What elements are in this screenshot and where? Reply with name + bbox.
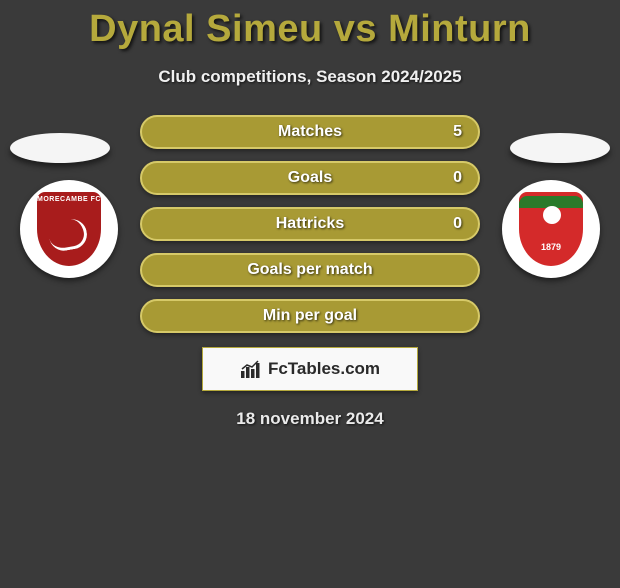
- shrimp-icon: [47, 217, 90, 253]
- stats-list: Matches 5 Goals 0 Hattricks 0 Goals per match M…: [140, 115, 480, 333]
- shield-icon: MORECAMBE FC: [35, 190, 103, 268]
- stat-label: Matches: [278, 123, 342, 141]
- brand-text: FcTables.com: [268, 359, 380, 379]
- page-title: Dynal Simeu vs Minturn: [0, 8, 620, 51]
- stat-pill: Goals 0: [140, 161, 480, 195]
- bars-icon: [240, 360, 262, 378]
- stat-value: 5: [453, 123, 462, 141]
- stat-value: 0: [453, 215, 462, 233]
- club-badge-right: 1879: [502, 180, 600, 278]
- shield-icon: 1879: [517, 190, 585, 268]
- player-avatar-left: [10, 133, 110, 163]
- stat-label: Goals: [288, 169, 332, 187]
- brand-box: FcTables.com: [202, 347, 418, 391]
- stat-pill: Goals per match: [140, 253, 480, 287]
- club-badge-left: MORECAMBE FC: [20, 180, 118, 278]
- player-avatar-right: [510, 133, 610, 163]
- badge-left-text: MORECAMBE FC: [37, 196, 101, 203]
- stat-value: 0: [453, 169, 462, 187]
- ball-icon: [543, 206, 561, 224]
- stat-pill: Matches 5: [140, 115, 480, 149]
- subtitle: Club competitions, Season 2024/2025: [0, 67, 620, 87]
- stat-pill: Hattricks 0: [140, 207, 480, 241]
- stat-label: Goals per match: [247, 261, 372, 279]
- stat-label: Min per goal: [263, 307, 357, 325]
- badge-right-year: 1879: [541, 242, 561, 252]
- stat-label: Hattricks: [276, 215, 344, 233]
- footer-date: 18 november 2024: [0, 409, 620, 429]
- stat-pill: Min per goal: [140, 299, 480, 333]
